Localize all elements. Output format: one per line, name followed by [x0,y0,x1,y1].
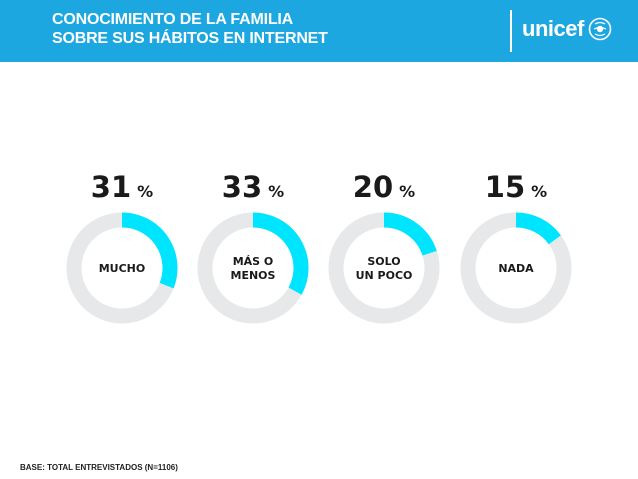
value-percent: % [399,182,415,201]
value-percent: % [268,182,284,201]
value-label: 33% [222,170,284,204]
category-label: NADA [498,262,534,275]
category-label: UN POCO [356,269,413,282]
donut-slice [121,212,178,289]
donut-group: 31 % MUCHO [66,170,178,324]
donut-group: 15 % NADA [460,170,572,324]
category-label: MÁS O [233,255,274,268]
donut-slice [252,212,309,295]
value-label: 20% [353,170,415,204]
unicef-emblem-icon [588,17,612,41]
value-number: 20 [353,170,393,204]
page-title-line-1: CONOCIMIENTO DE LA FAMILIA [52,11,294,28]
page-title-line-2: SOBRE SUS HÁBITOS EN INTERNET [52,30,328,47]
page-title: CONOCIMIENTO DE LA FAMILIA SOBRE SUS HÁB… [52,10,328,48]
donut-slice [515,212,561,245]
donut-slice [383,212,437,256]
value-label: 15% [485,170,547,204]
category-label: MUCHO [99,262,146,275]
header-divider [510,10,512,52]
base-note: BASE: TOTAL ENTREVISTADOS (N=1106) [20,463,178,472]
category-label: SOLO [367,255,400,268]
header-bar: CONOCIMIENTO DE LA FAMILIA SOBRE SUS HÁB… [0,0,638,62]
value-percent: % [137,182,153,201]
value-number: 15 [485,170,525,204]
category-label: MENOS [231,269,276,282]
value-number: 33 [222,170,262,204]
value-label: 31% [91,170,153,204]
unicef-logo: unicef [522,16,612,42]
logo-text: unicef [522,16,584,41]
value-number: 31 [91,170,131,204]
value-percent: % [531,182,547,201]
